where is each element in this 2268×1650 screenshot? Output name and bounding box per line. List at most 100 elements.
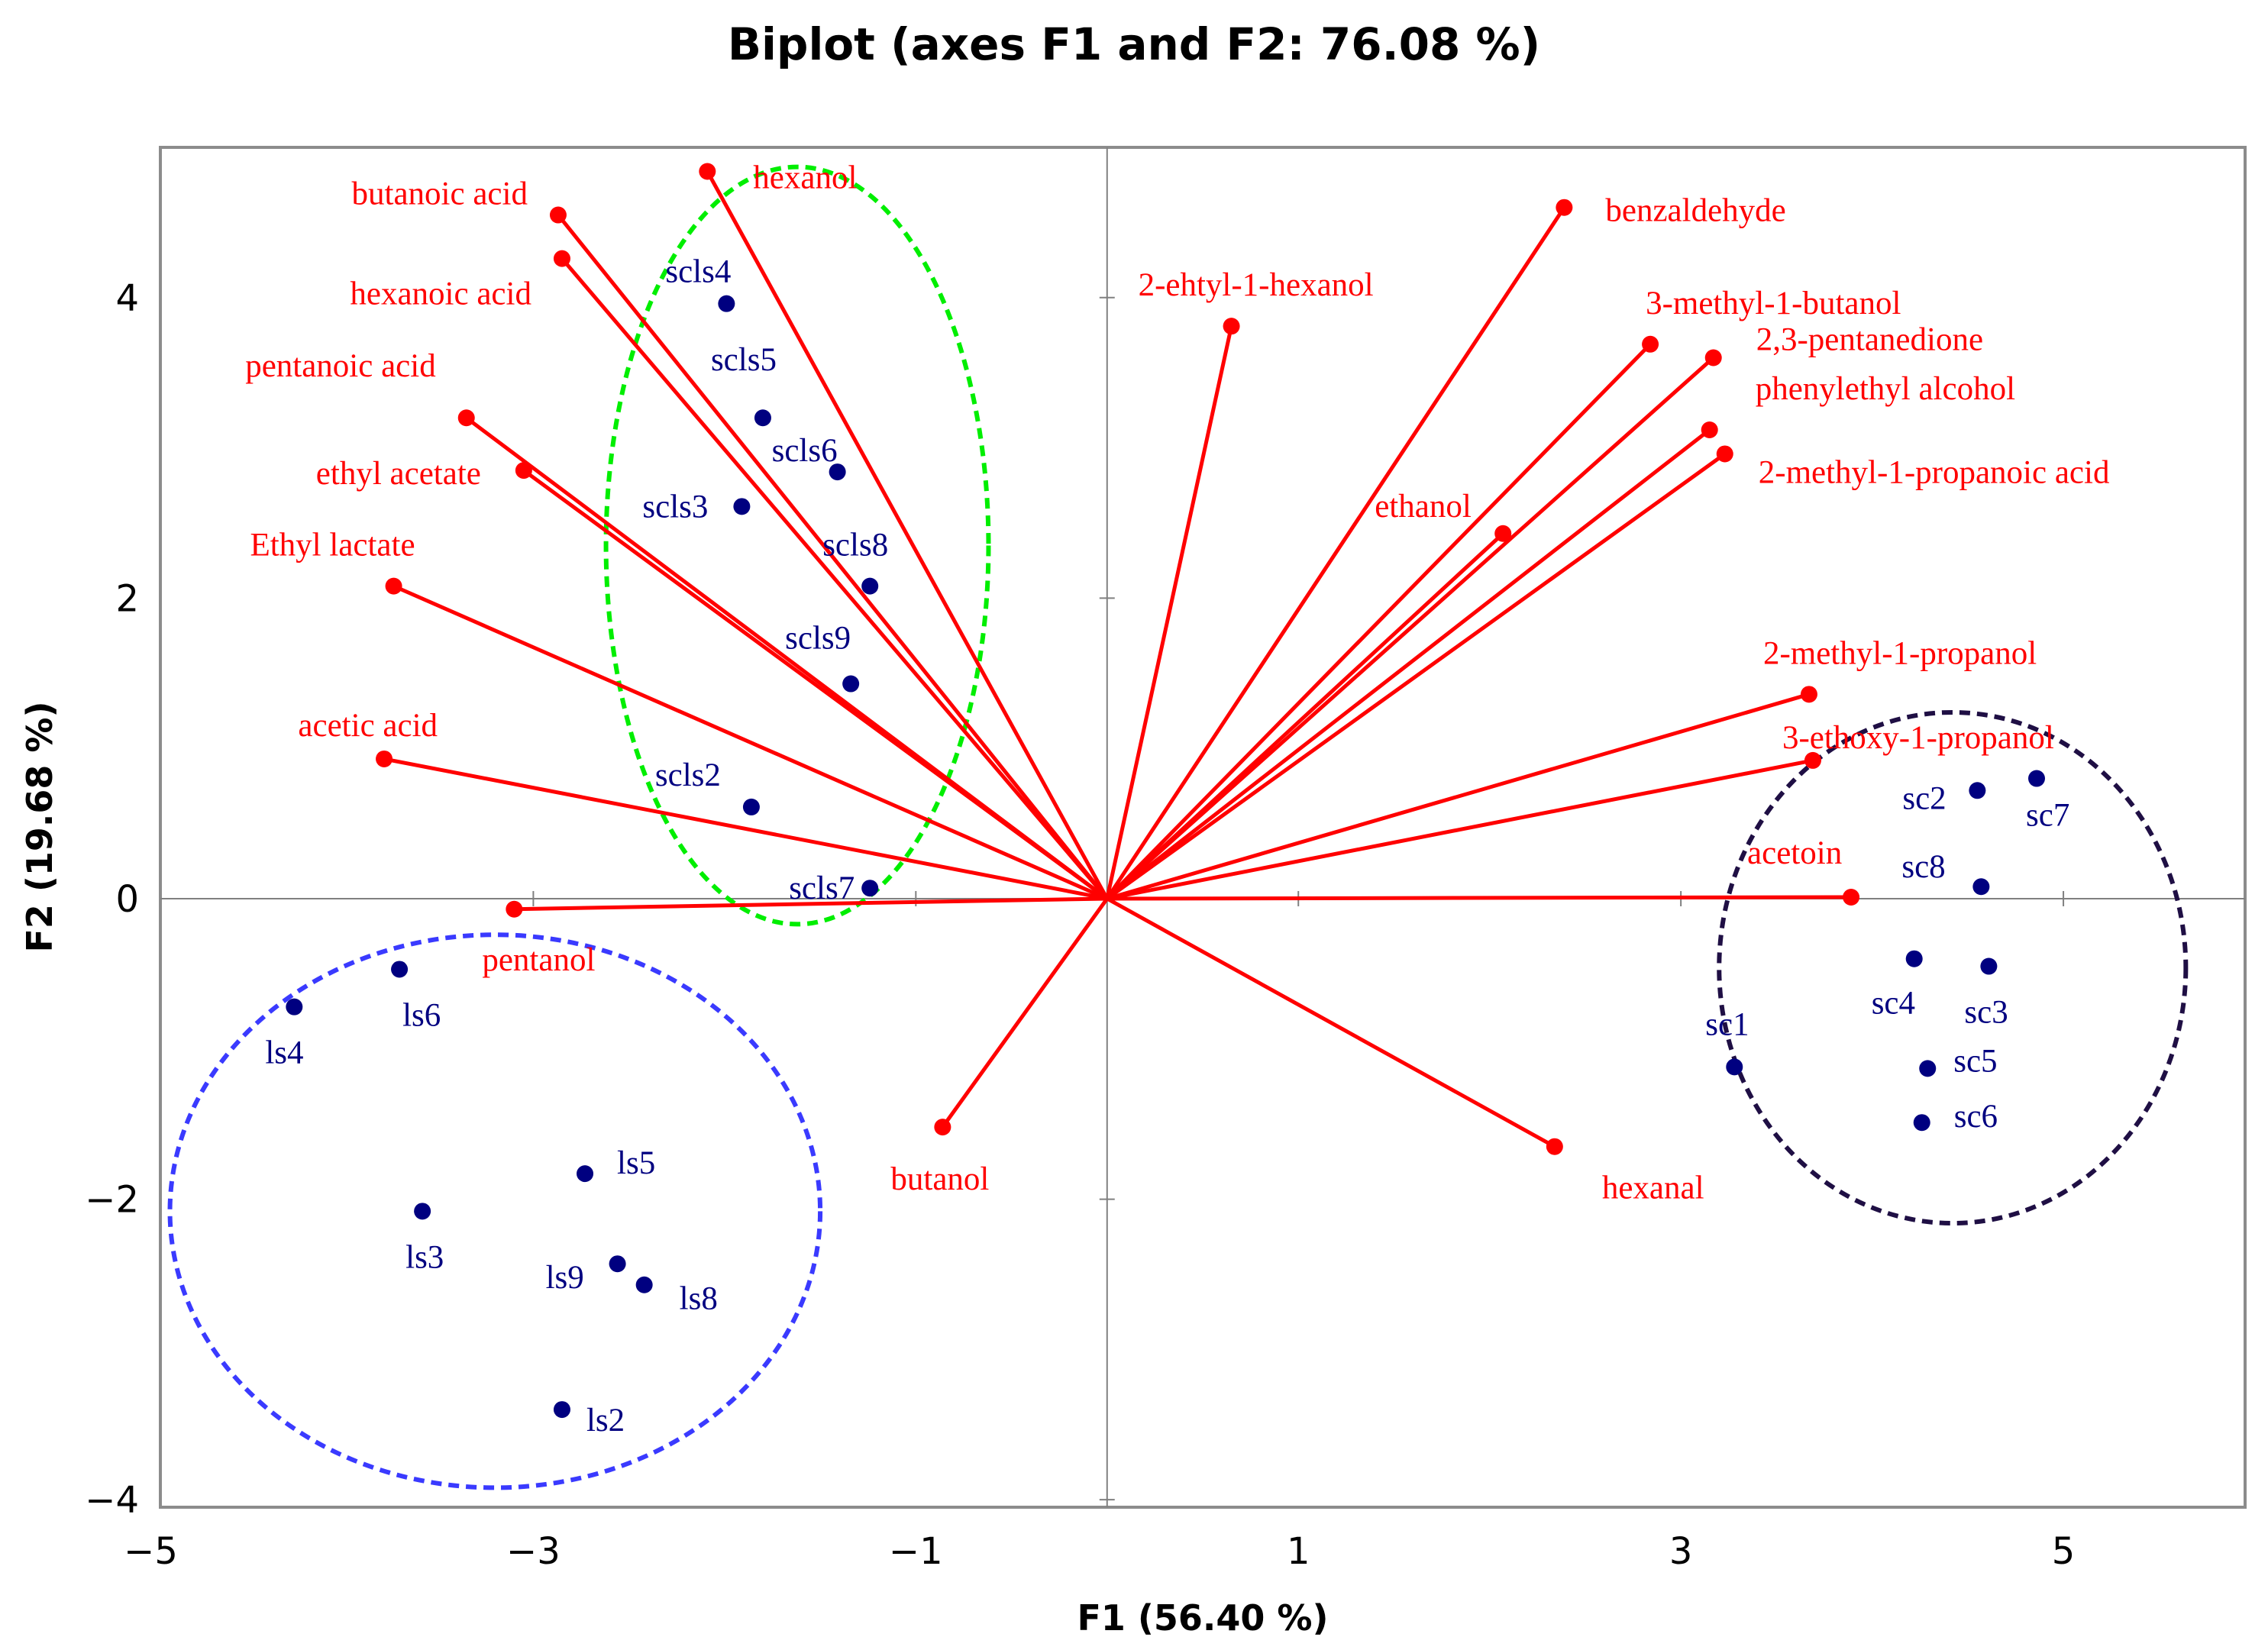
plot-frame <box>159 146 2247 1509</box>
variable-label-pentanoic-acid: pentanoic acid <box>245 348 436 384</box>
observation-point-scls3 <box>733 498 751 515</box>
variable-vector-2-methyl-1-propanol <box>1107 692 1810 901</box>
variable-label-benzaldehyde: benzaldehyde <box>1605 193 1785 229</box>
chart-title: Biplot (axes F1 and F2: 76.08 %) <box>728 18 1540 70</box>
variable-label-ethyl-lactate: Ethyl lactate <box>250 528 415 563</box>
variable-label-pentanol: pentanol <box>482 942 595 978</box>
variable-label-butanoic-acid: butanoic acid <box>352 176 528 212</box>
observation-point-scls2 <box>742 798 760 815</box>
observation-point-scls6 <box>829 463 846 481</box>
cluster-ellipse-scls <box>603 164 991 927</box>
variable-point-butanoic-acid <box>549 206 567 224</box>
y-tick-label: 0 <box>115 878 139 921</box>
variable-point-hexanol <box>699 163 716 180</box>
observation-label-ls5: ls5 <box>617 1145 655 1181</box>
variable-point-pentanoic-acid <box>457 409 475 427</box>
observation-point-sc8 <box>1972 878 1990 896</box>
variable-label-ethanol: ethanol <box>1375 489 1472 525</box>
variable-label-acetic-acid: acetic acid <box>298 708 438 744</box>
variable-point-butanol <box>934 1119 951 1136</box>
variable-label-3-methyl-1-butanol: 3-methyl-1-butanol <box>1646 286 1901 321</box>
variable-point-2-methyl-1-propanoic-acid <box>1716 445 1733 463</box>
observation-point-ls5 <box>577 1165 594 1183</box>
variable-vector-benzaldehyde <box>1105 206 1566 900</box>
observation-label-scls7: scls7 <box>789 870 855 906</box>
observation-point-ls2 <box>553 1401 570 1419</box>
observation-label-scls3: scls3 <box>642 489 708 525</box>
observation-label-scls4: scls4 <box>665 254 731 290</box>
x-tick-label: −5 <box>124 1530 178 1573</box>
x-tick-label: 5 <box>2052 1530 2076 1573</box>
variable-point-3-methyl-1-butanol <box>1642 335 1659 353</box>
y-tick-label: 2 <box>115 577 139 620</box>
observation-point-sc5 <box>1919 1060 1937 1077</box>
y-axis-title: F2 (19.68 %) <box>19 701 60 952</box>
variable-label-ethyl-acetate: ethyl acetate <box>316 456 481 492</box>
variable-label-acetoin: acetoin <box>1747 835 1842 871</box>
variable-label-butanol: butanol <box>890 1161 989 1197</box>
variable-vector-pentanol <box>514 896 1107 912</box>
observation-point-sc1 <box>1726 1058 1743 1076</box>
observation-point-sc3 <box>1980 957 1998 975</box>
observation-point-ls8 <box>635 1276 653 1293</box>
observation-point-sc7 <box>2028 770 2045 787</box>
x-axis-title: F1 (56.40 %) <box>1077 1597 1328 1639</box>
observation-label-sc2: sc2 <box>1902 780 1946 816</box>
x-tick-label: 1 <box>1287 1530 1310 1573</box>
observation-point-scls9 <box>842 675 860 693</box>
observation-point-scls4 <box>718 295 735 312</box>
variable-point-acetic-acid <box>376 750 393 767</box>
y-tick-label: −2 <box>85 1179 139 1222</box>
variable-vector-acetoin <box>1107 895 1852 901</box>
variable-vector-2-methyl-1-propanoic-acid <box>1106 452 1727 901</box>
x-tick-label: −3 <box>506 1530 561 1573</box>
variable-point-benzaldehyde <box>1556 199 1573 216</box>
variable-point-2-ehtyl-1-hexanol <box>1223 318 1240 335</box>
variable-label-hexanal: hexanal <box>1602 1170 1704 1206</box>
variable-vector-ethyl-lactate <box>393 584 1108 901</box>
variable-point-acetoin <box>1843 889 1860 906</box>
observation-label-sc4: sc4 <box>1872 986 1915 1022</box>
y-tick-label: 4 <box>115 277 139 320</box>
cluster-ellipse-sc <box>1717 709 2189 1226</box>
variable-label-2-ehtyl-1-hexanol: 2-ehtyl-1-hexanol <box>1139 267 1374 303</box>
observation-point-scls5 <box>754 409 771 427</box>
x-tick-label: 3 <box>1669 1530 1693 1573</box>
observation-label-scls2: scls2 <box>655 757 721 793</box>
observation-label-ls3: ls3 <box>405 1239 444 1275</box>
variable-vector-3-ethoxy-1-propanol <box>1107 758 1814 901</box>
observation-point-sc6 <box>1913 1114 1930 1132</box>
variable-label-hexanol: hexanol <box>753 160 857 195</box>
observation-layer: scls4 scls5 scls6 scls3 scls8 scls9 scls2 scls7… <box>265 254 2069 1439</box>
y-tick-label: −4 <box>85 1479 139 1522</box>
observation-label-ls8: ls8 <box>680 1281 718 1317</box>
observation-label-sc6: sc6 <box>1954 1099 1998 1135</box>
x-tick-label: −1 <box>889 1530 943 1573</box>
variable-vector-hexanoic-acid <box>561 257 1109 900</box>
variable-vector-ethanol <box>1106 531 1504 900</box>
variable-vector-butanoic-acid <box>557 213 1109 900</box>
observation-label-ls4: ls4 <box>265 1035 303 1071</box>
observation-label-scls6: scls6 <box>772 433 838 469</box>
observation-point-scls8 <box>861 577 879 595</box>
cluster-layer <box>167 164 2189 1490</box>
variable-vector-butanol <box>941 897 1109 1129</box>
variable-label-2-3-pentanedione: 2,3-pentanedione <box>1756 322 1983 358</box>
variable-vector-2-3-pentanedione <box>1106 356 1715 900</box>
variable-label-2-methyl-1-propanoic-acid: 2-methyl-1-propanoic acid <box>1759 454 2110 490</box>
variable-vector-phenylethyl-alcohol <box>1106 428 1711 900</box>
observation-label-sc1: sc1 <box>1705 1006 1749 1042</box>
observation-label-sc5: sc5 <box>1953 1043 1997 1079</box>
observation-point-scls7 <box>861 880 879 897</box>
observation-point-sc4 <box>1905 950 1923 967</box>
variable-vector-3-methyl-1-butanol <box>1105 343 1652 900</box>
observation-point-ls3 <box>414 1203 431 1220</box>
variable-point-pentanol <box>506 900 523 918</box>
observation-label-ls9: ls9 <box>546 1260 584 1296</box>
observation-label-ls6: ls6 <box>402 997 441 1033</box>
observation-point-ls6 <box>391 961 409 978</box>
vector-layer: hexanol butanoic acid hexanoic acid pentano… <box>245 160 2109 1206</box>
observation-label-sc7: sc7 <box>2026 798 2069 834</box>
observation-label-scls9: scls9 <box>785 621 851 657</box>
